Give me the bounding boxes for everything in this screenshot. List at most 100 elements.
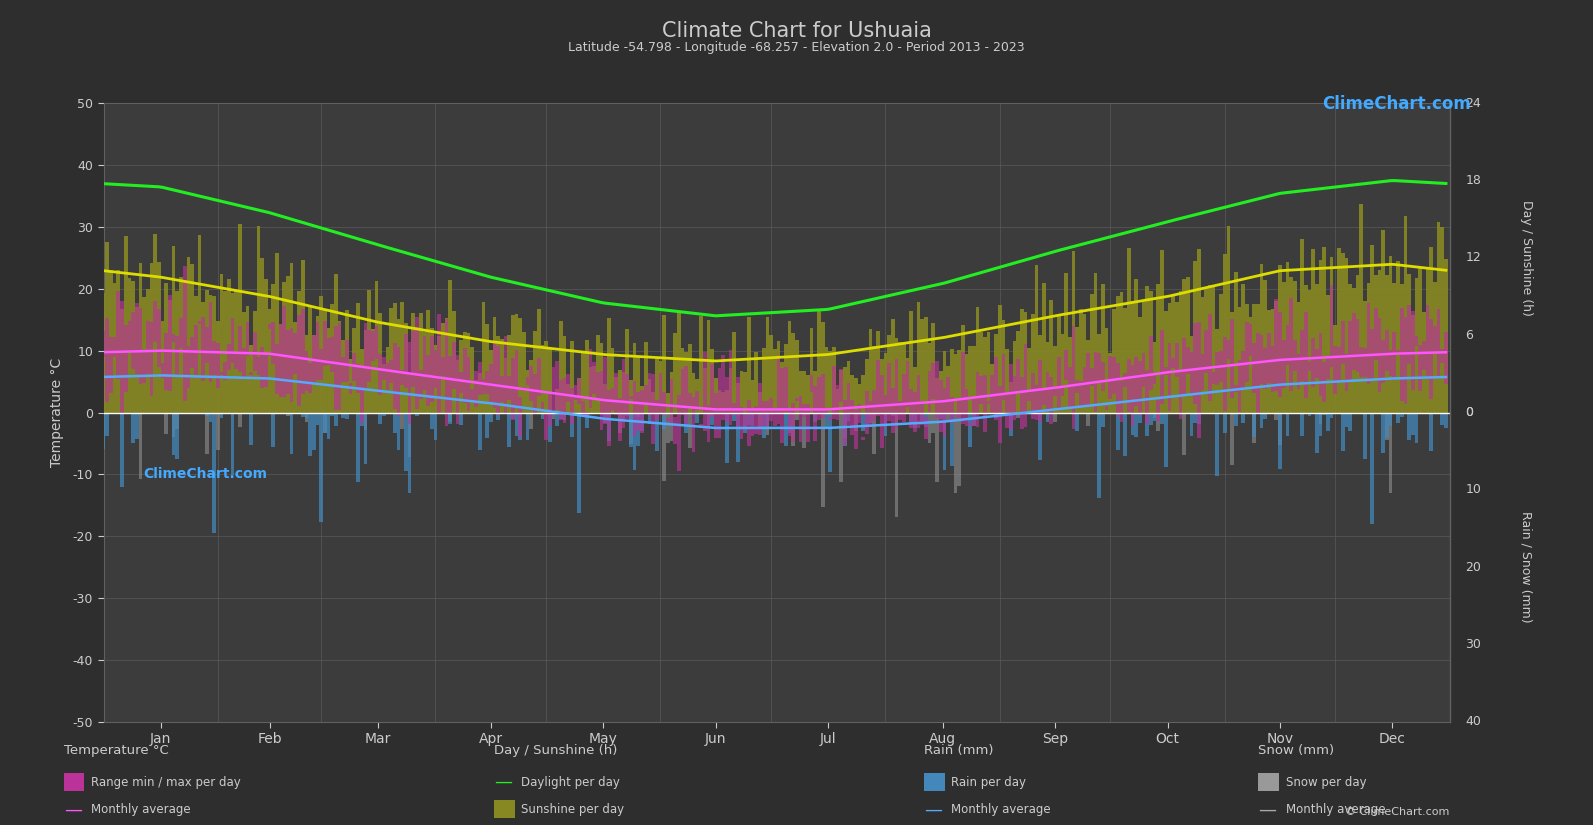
Bar: [116, 290, 119, 379]
Bar: [1348, 285, 1352, 412]
Bar: [534, 332, 537, 412]
Bar: [1027, 389, 1031, 401]
Bar: [386, 347, 389, 412]
Bar: [540, 345, 545, 412]
Bar: [621, 371, 626, 412]
Bar: [346, 412, 349, 418]
Bar: [1274, 300, 1278, 412]
Bar: [1219, 351, 1223, 382]
Bar: [1131, 301, 1134, 412]
Bar: [626, 412, 629, 416]
Bar: [688, 394, 691, 406]
Bar: [1255, 304, 1260, 412]
Bar: [327, 412, 330, 439]
Bar: [570, 412, 573, 436]
Bar: [217, 412, 220, 450]
Bar: [1157, 285, 1160, 412]
Bar: [416, 327, 419, 412]
Bar: [1241, 412, 1246, 423]
Bar: [840, 412, 843, 482]
Bar: [1370, 412, 1375, 524]
Bar: [714, 379, 717, 412]
Bar: [470, 346, 475, 412]
Bar: [607, 318, 610, 412]
Bar: [102, 331, 105, 356]
Bar: [761, 348, 766, 412]
Text: Climate Chart for Ushuaia: Climate Chart for Ushuaia: [661, 21, 932, 40]
Bar: [828, 417, 832, 420]
Bar: [1064, 350, 1067, 380]
Bar: [511, 315, 515, 412]
Bar: [1201, 412, 1204, 414]
Bar: [1246, 304, 1249, 412]
Bar: [599, 371, 604, 430]
Bar: [360, 349, 363, 412]
Bar: [663, 392, 666, 415]
Bar: [843, 412, 846, 446]
Text: 18: 18: [1466, 174, 1481, 187]
Text: Rain / Snow (mm): Rain / Snow (mm): [1520, 512, 1532, 623]
Bar: [1207, 285, 1212, 412]
Bar: [1024, 312, 1027, 412]
Bar: [1171, 358, 1176, 368]
Bar: [596, 372, 599, 398]
Bar: [545, 414, 548, 440]
Bar: [169, 295, 172, 391]
Bar: [610, 348, 615, 412]
Bar: [1067, 367, 1072, 408]
Bar: [809, 375, 814, 393]
Bar: [393, 343, 397, 409]
Bar: [486, 371, 489, 394]
Bar: [798, 396, 803, 442]
Bar: [943, 388, 946, 436]
Bar: [703, 351, 707, 431]
Bar: [766, 412, 769, 427]
Bar: [357, 304, 360, 412]
Bar: [562, 378, 567, 423]
Bar: [1067, 337, 1072, 412]
Bar: [276, 253, 279, 412]
Bar: [223, 362, 228, 380]
Bar: [795, 340, 798, 412]
Bar: [231, 293, 234, 412]
Bar: [135, 307, 139, 412]
Bar: [164, 333, 169, 389]
Bar: [1094, 273, 1098, 412]
Bar: [1400, 412, 1403, 417]
Bar: [327, 337, 330, 365]
Bar: [158, 262, 161, 412]
Bar: [205, 412, 209, 416]
Bar: [596, 335, 599, 412]
Bar: [1149, 291, 1153, 412]
Bar: [301, 260, 304, 412]
Bar: [198, 322, 201, 324]
Bar: [983, 375, 986, 432]
Bar: [1423, 312, 1426, 412]
Text: Sunshine per day: Sunshine per day: [521, 803, 624, 816]
Text: Rain (mm): Rain (mm): [924, 744, 994, 757]
Bar: [1002, 319, 1005, 412]
Bar: [773, 408, 776, 426]
Bar: [1134, 279, 1137, 412]
Bar: [1142, 303, 1145, 412]
Bar: [680, 348, 685, 412]
Bar: [323, 412, 327, 433]
Bar: [444, 318, 448, 412]
Bar: [529, 412, 534, 429]
Bar: [408, 342, 411, 424]
Bar: [1337, 347, 1341, 381]
Bar: [119, 309, 124, 412]
Text: Day / Sunshine (h): Day / Sunshine (h): [1520, 200, 1532, 316]
Bar: [264, 353, 268, 387]
Bar: [1212, 287, 1215, 412]
Bar: [1370, 329, 1375, 380]
Bar: [961, 352, 965, 423]
Bar: [183, 280, 186, 412]
Bar: [139, 263, 142, 412]
Bar: [1403, 216, 1407, 412]
Bar: [887, 335, 890, 412]
Text: © ClimeChart.com: © ClimeChart.com: [1344, 807, 1450, 817]
Bar: [1035, 384, 1039, 420]
Text: 40: 40: [1466, 715, 1481, 728]
Bar: [924, 412, 927, 427]
